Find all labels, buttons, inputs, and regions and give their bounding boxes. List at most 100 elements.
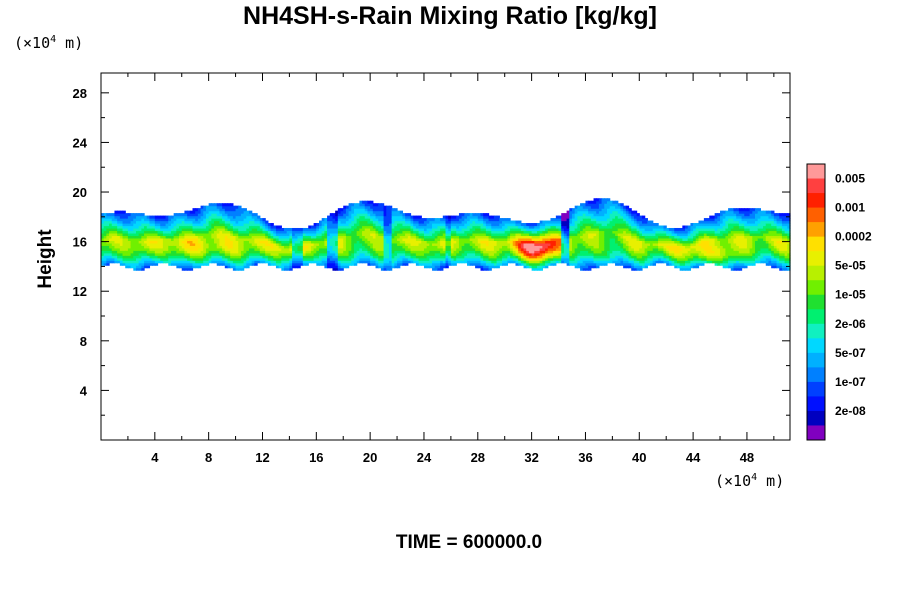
- heatmap-cell: [170, 252, 175, 256]
- heatmap-cell: [437, 265, 441, 269]
- heatmap-cell: [359, 235, 363, 239]
- heatmap-cell: [623, 210, 627, 214]
- heatmap-cell: [467, 215, 471, 219]
- heatmap-cell: [399, 240, 404, 244]
- heatmap-cell: [615, 218, 619, 222]
- heatmap-cell: [340, 220, 344, 224]
- heatmap-cell: [480, 227, 484, 232]
- heatmap-cell: [230, 257, 234, 261]
- heatmap-cell: [103, 235, 107, 239]
- heatmap-cell: [563, 252, 568, 256]
- heatmap-cell: [144, 260, 148, 264]
- heatmap-cell: [502, 260, 506, 264]
- heatmap-cell: [254, 250, 258, 254]
- heatmap-cell: [491, 220, 495, 224]
- heatmap-cell: [405, 240, 409, 244]
- heatmap-cell: [214, 252, 218, 256]
- heatmap-cell: [534, 237, 538, 241]
- heatmap-cell: [200, 250, 204, 254]
- heatmap-cell: [510, 240, 514, 244]
- heatmap-cell: [485, 220, 490, 224]
- heatmap-cell: [475, 255, 479, 259]
- heatmap-cell: [332, 245, 336, 249]
- heatmap-cell: [728, 255, 732, 259]
- heatmap-cell: [165, 242, 169, 246]
- heatmap-cell: [604, 242, 608, 246]
- heatmap-cell: [475, 242, 479, 246]
- heatmap-cell: [585, 265, 589, 269]
- heatmap-cell: [652, 232, 657, 237]
- heatmap-cell: [426, 260, 430, 264]
- heatmap-cell: [224, 227, 229, 232]
- heatmap-cell: [184, 255, 188, 259]
- heatmap-cell: [507, 255, 511, 259]
- heatmap-cell: [647, 245, 651, 249]
- heatmap-cell: [421, 262, 425, 266]
- heatmap-cell: [571, 223, 576, 227]
- heatmap-cell: [461, 250, 465, 254]
- heatmap-cell: [445, 223, 449, 227]
- heatmap-cell: [620, 220, 624, 224]
- heatmap-cell: [674, 257, 678, 261]
- heatmap-cell: [469, 237, 474, 241]
- heatmap-cell: [639, 232, 643, 237]
- heatmap-cell: [240, 265, 245, 269]
- heatmap-cell: [246, 257, 250, 261]
- heatmap-cell: [386, 242, 390, 246]
- heatmap-cell: [109, 260, 113, 264]
- heatmap-cell: [216, 230, 221, 234]
- heatmap-cell: [676, 242, 681, 246]
- heatmap-cell: [725, 245, 729, 249]
- heatmap-cell: [485, 267, 490, 271]
- heatmap-cell: [415, 262, 420, 266]
- heatmap-cell: [203, 235, 207, 239]
- heatmap-cell: [340, 208, 344, 212]
- heatmap-cell: [176, 250, 180, 254]
- heatmap-cell: [480, 240, 484, 244]
- heatmap-cell: [146, 257, 151, 261]
- heatmap-cell: [658, 235, 662, 239]
- heatmap-cell: [609, 225, 613, 229]
- heatmap-cell: [580, 213, 584, 217]
- heatmap-cell: [545, 240, 549, 244]
- heatmap-cell: [243, 245, 247, 249]
- heatmap-cell: [483, 245, 487, 249]
- heatmap-cell: [321, 260, 325, 264]
- heatmap-cell: [332, 220, 336, 224]
- heatmap-cell: [598, 245, 603, 249]
- heatmap-cell: [362, 213, 366, 217]
- heatmap-cell: [394, 260, 398, 264]
- heatmap-cell: [585, 237, 589, 241]
- heatmap-cell: [458, 220, 463, 224]
- heatmap-cell: [184, 262, 188, 266]
- heatmap-cell: [491, 242, 495, 246]
- heatmap-cell: [429, 240, 433, 244]
- heatmap-cell: [477, 260, 482, 264]
- heatmap-cell: [407, 247, 412, 251]
- heatmap-cell: [270, 237, 274, 241]
- heatmap-cell: [582, 245, 587, 249]
- heatmap-cell: [141, 223, 145, 227]
- heatmap-cell: [609, 250, 613, 254]
- heatmap-cell: [383, 237, 387, 241]
- heatmap-cell: [353, 215, 358, 219]
- heatmap-cell: [582, 203, 587, 207]
- heatmap-cell: [189, 267, 194, 271]
- heatmap-cell: [467, 230, 471, 234]
- heatmap-cell: [623, 205, 627, 209]
- heatmap-cell: [590, 235, 595, 239]
- heatmap-cell: [687, 225, 692, 229]
- heatmap-cell: [200, 247, 204, 251]
- heatmap-cell: [275, 257, 280, 261]
- heatmap-cell: [394, 223, 398, 227]
- heatmap-cell: [235, 242, 239, 246]
- heatmap-cell: [356, 260, 360, 264]
- heatmap-cell: [432, 237, 436, 241]
- heatmap-cell: [111, 242, 116, 246]
- heatmap-cell: [668, 262, 673, 266]
- heatmap-cell: [596, 255, 600, 259]
- heatmap-cell: [356, 257, 360, 261]
- heatmap-cell: [289, 230, 293, 234]
- heatmap-cell: [423, 265, 428, 269]
- heatmap-cell: [571, 262, 576, 266]
